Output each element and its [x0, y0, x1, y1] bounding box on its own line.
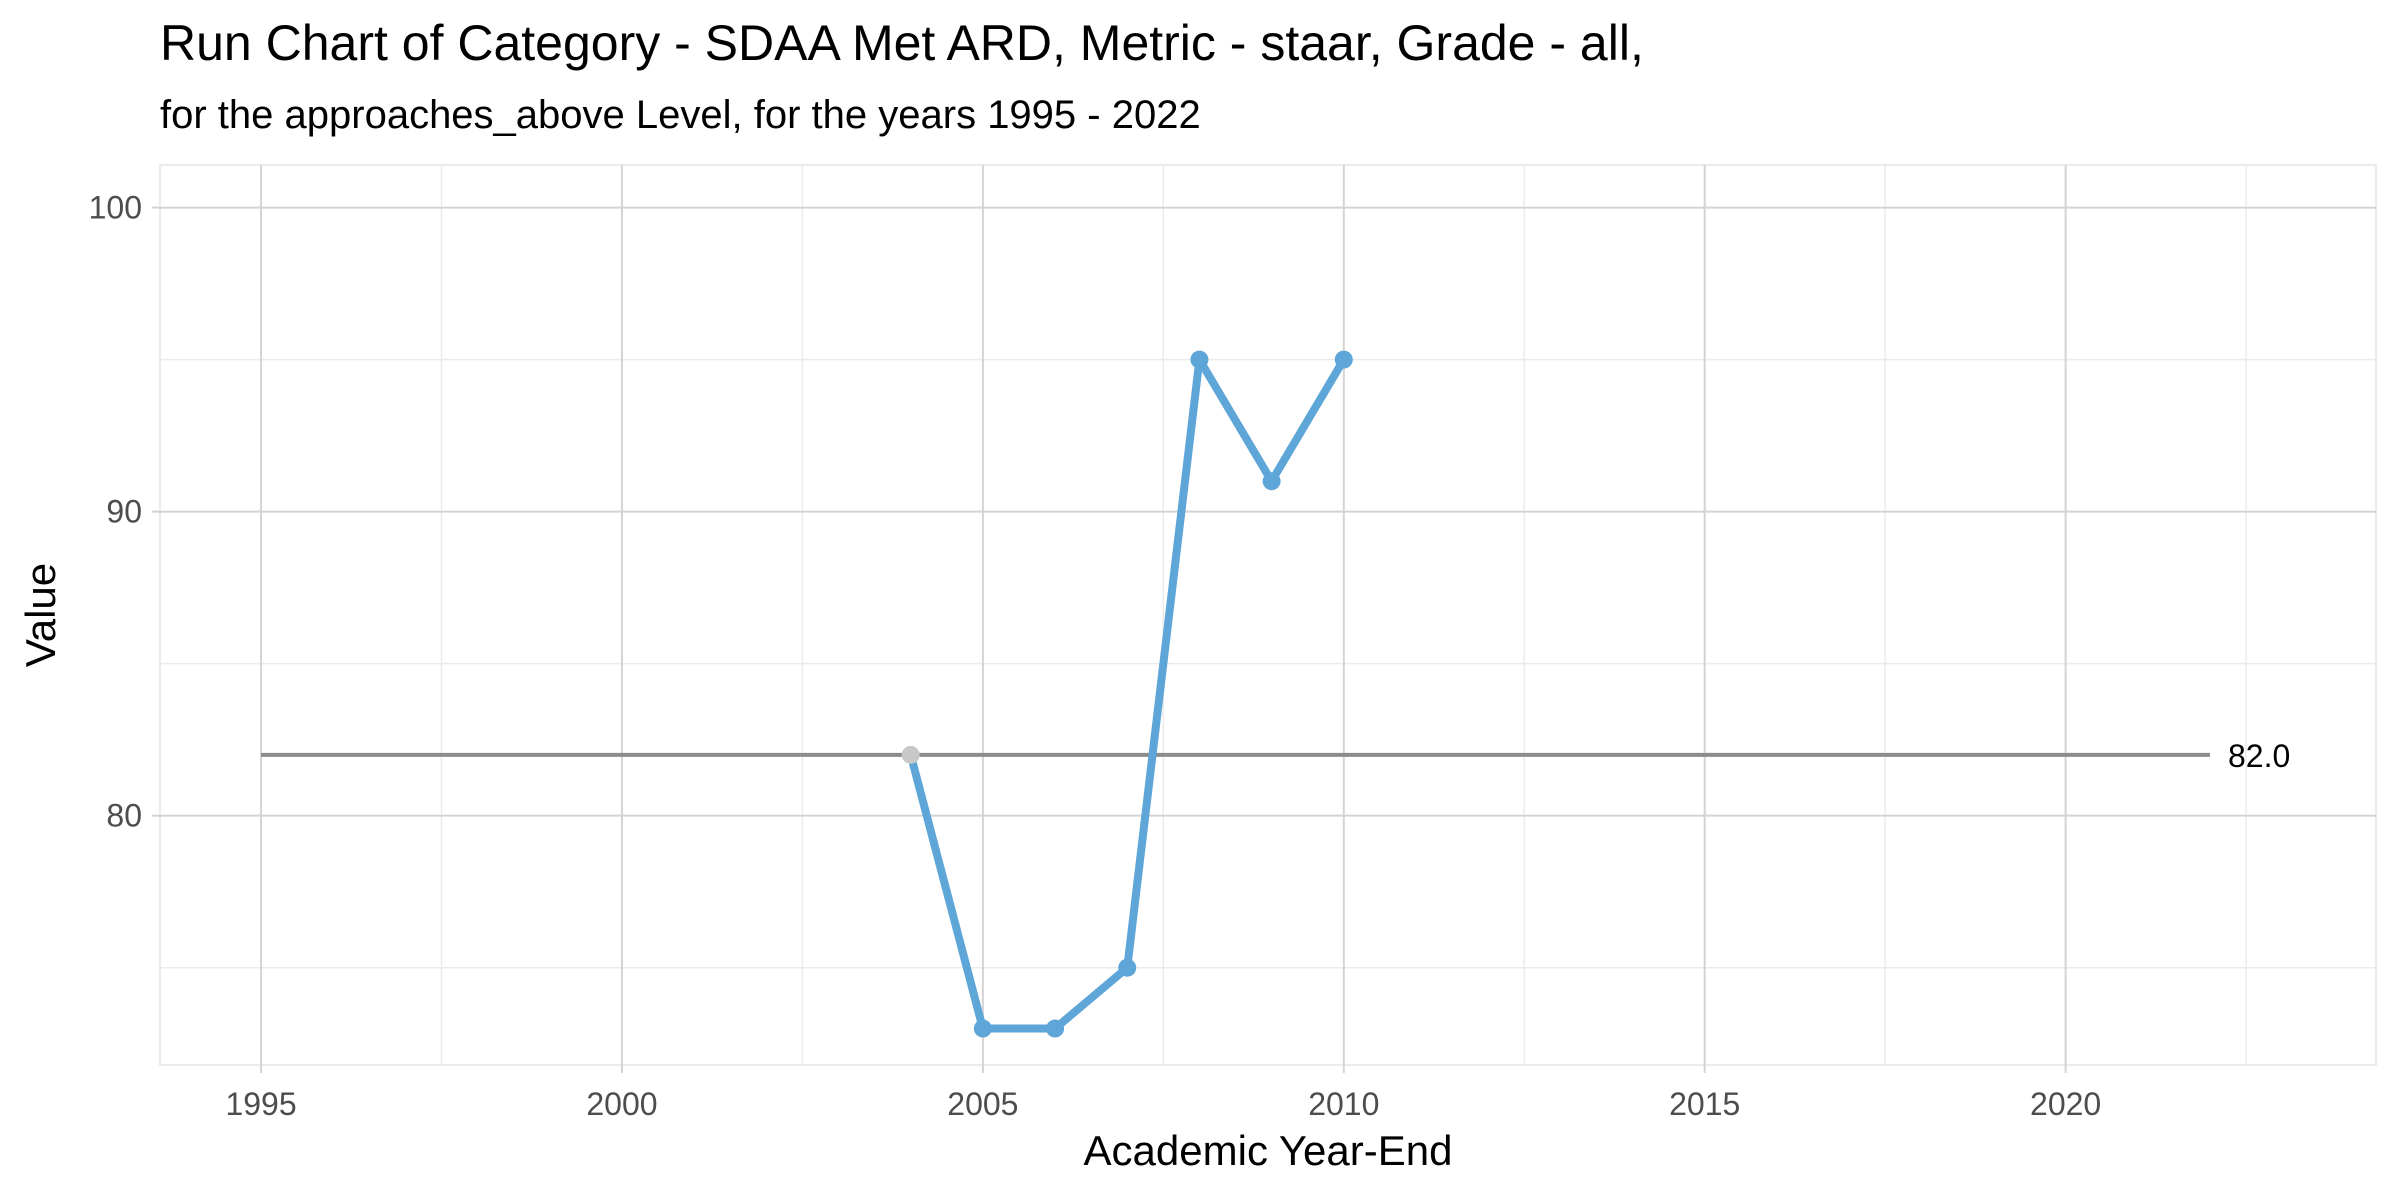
chart-subtitle: for the approaches_above Level, for the … — [160, 93, 1201, 137]
reference-line-label: 82.0 — [2228, 738, 2290, 774]
data-point — [1118, 958, 1137, 977]
x-axis-ticks: 1995 2000 2005 2010 2015 2020 — [225, 1065, 2101, 1122]
x-tick-label: 2015 — [1669, 1086, 1740, 1122]
data-point — [1046, 1019, 1065, 1038]
reference-line-group: 82.0 — [261, 738, 2290, 774]
minor-gridlines — [160, 165, 2376, 1065]
series-group — [901, 350, 1353, 1038]
x-axis-title: Academic Year-End — [1084, 1127, 1453, 1174]
data-point — [973, 1019, 992, 1038]
data-point — [1334, 350, 1353, 369]
x-tick-label: 1995 — [225, 1086, 296, 1122]
data-point — [901, 745, 920, 764]
major-gridlines — [160, 165, 2376, 1065]
data-point — [1190, 350, 1209, 369]
x-tick-label: 2010 — [1308, 1086, 1379, 1122]
plot-panel — [159, 164, 2377, 1066]
chart-title: Run Chart of Category - SDAA Met ARD, Me… — [160, 15, 1644, 71]
y-axis-ticks: 80 90 100 — [89, 190, 160, 834]
y-axis-title: Value — [17, 563, 64, 667]
x-tick-label: 2020 — [2030, 1086, 2101, 1122]
data-point — [1262, 472, 1281, 491]
y-tick-label: 80 — [106, 798, 142, 834]
y-tick-label: 90 — [106, 494, 142, 530]
x-tick-label: 2005 — [947, 1086, 1018, 1122]
y-tick-label: 100 — [89, 190, 142, 226]
x-tick-label: 2000 — [586, 1086, 657, 1122]
